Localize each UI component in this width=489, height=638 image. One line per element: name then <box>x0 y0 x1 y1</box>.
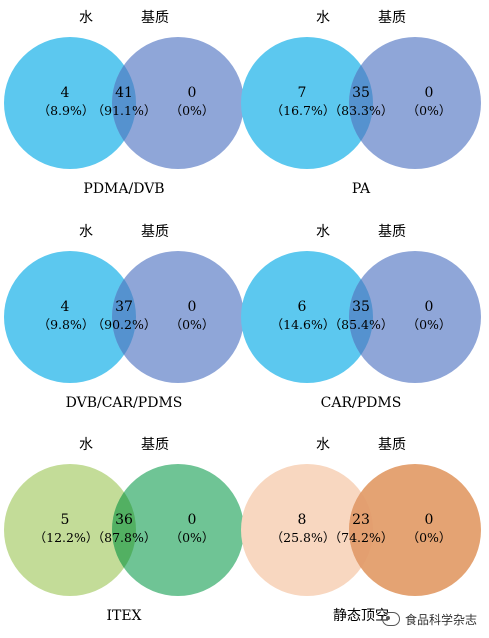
overlap-percent: （91.1%） <box>92 103 157 118</box>
set-circle-left <box>241 37 373 169</box>
set-label-right: 基质 <box>378 436 406 453</box>
left-only-count: 7 <box>298 85 307 101</box>
venn-panel: 水 基质 5 （12.2%） 36 （87.8%） 0 （0%） ITEX <box>4 436 244 624</box>
left-only-percent: （14.6%） <box>271 317 336 332</box>
right-only-count: 0 <box>425 299 434 315</box>
right-only-count: 0 <box>425 85 434 101</box>
right-only-count: 0 <box>425 512 434 528</box>
set-circle-right <box>349 464 481 596</box>
right-only-percent: （0%） <box>407 317 452 332</box>
set-circle-left <box>4 37 136 169</box>
panel-caption: ITEX <box>106 608 141 624</box>
right-only-percent: （0%） <box>170 530 215 545</box>
overlap-count: 35 <box>352 85 370 101</box>
watermark-text: 食品科学杂志 <box>404 612 477 627</box>
set-label-left: 水 <box>316 10 330 26</box>
set-circle-left <box>241 251 373 383</box>
overlap-percent: （74.2%） <box>329 530 394 545</box>
set-label-right: 基质 <box>378 223 406 240</box>
panel-caption: PA <box>352 181 371 197</box>
left-only-count: 5 <box>61 512 70 528</box>
left-only-percent: （8.9%） <box>38 103 95 118</box>
overlap-percent: （85.4%） <box>329 317 394 332</box>
venn-panel: 水 基质 7 （16.7%） 35 （83.3%） 0 （0%） PA <box>241 9 481 197</box>
right-only-count: 0 <box>188 85 197 101</box>
panel-caption: 静态顶空 <box>333 608 389 624</box>
left-only-percent: （9.8%） <box>38 317 95 332</box>
panel-caption: CAR/PDMS <box>321 395 402 411</box>
overlap-percent: （83.3%） <box>329 103 394 118</box>
set-label-right: 基质 <box>141 436 169 453</box>
overlap-percent: （87.8%） <box>92 530 157 545</box>
set-label-left: 水 <box>79 437 93 453</box>
set-circle-left <box>241 464 373 596</box>
set-label-left: 水 <box>316 437 330 453</box>
set-circle-right <box>349 251 481 383</box>
wechat-icon <box>381 612 400 626</box>
overlap-count: 36 <box>115 512 133 528</box>
set-circle-right <box>112 464 244 596</box>
right-only-percent: （0%） <box>407 103 452 118</box>
left-only-percent: （25.8%） <box>271 530 336 545</box>
set-circle-right <box>112 37 244 169</box>
right-only-percent: （0%） <box>407 530 452 545</box>
panel-caption: DVB/CAR/PDMS <box>66 395 183 411</box>
set-label-left: 水 <box>79 224 93 240</box>
set-label-right: 基质 <box>378 9 406 26</box>
set-circle-left <box>4 464 136 596</box>
venn-panel: 水 基质 8 （25.8%） 23 （74.2%） 0 （0%） 静态顶空 <box>241 436 481 624</box>
watermark: 食品科学杂志 <box>381 608 477 630</box>
venn-panel: 水 基质 6 （14.6%） 35 （85.4%） 0 （0%） CAR/PDMS <box>241 223 481 411</box>
left-only-count: 6 <box>298 299 307 315</box>
right-only-percent: （0%） <box>170 317 215 332</box>
left-only-count: 4 <box>61 299 70 315</box>
overlap-percent: （90.2%） <box>92 317 157 332</box>
left-only-count: 8 <box>298 512 307 528</box>
left-only-count: 4 <box>61 85 70 101</box>
set-circle-right <box>349 37 481 169</box>
set-label-left: 水 <box>316 224 330 240</box>
set-label-right: 基质 <box>141 9 169 26</box>
venn-panel: 水 基质 4 （9.8%） 37 （90.2%） 0 （0%） DVB/CAR/PDMS <box>4 223 244 411</box>
panel-caption: PDMA/DVB <box>83 181 164 197</box>
venn-panel: 水 基质 4 （8.9%） 41 （91.1%） 0 （0%） PDMA/DVB <box>4 9 244 197</box>
right-only-count: 0 <box>188 299 197 315</box>
right-only-percent: （0%） <box>170 103 215 118</box>
set-label-left: 水 <box>79 10 93 26</box>
left-only-percent: （16.7%） <box>271 103 336 118</box>
overlap-count: 23 <box>352 512 370 528</box>
overlap-count: 35 <box>352 299 370 315</box>
overlap-count: 41 <box>115 85 133 101</box>
overlap-count: 37 <box>115 299 133 315</box>
set-circle-left <box>4 251 136 383</box>
left-only-percent: （12.2%） <box>34 530 99 545</box>
right-only-count: 0 <box>188 512 197 528</box>
set-label-right: 基质 <box>141 223 169 240</box>
set-circle-right <box>112 251 244 383</box>
